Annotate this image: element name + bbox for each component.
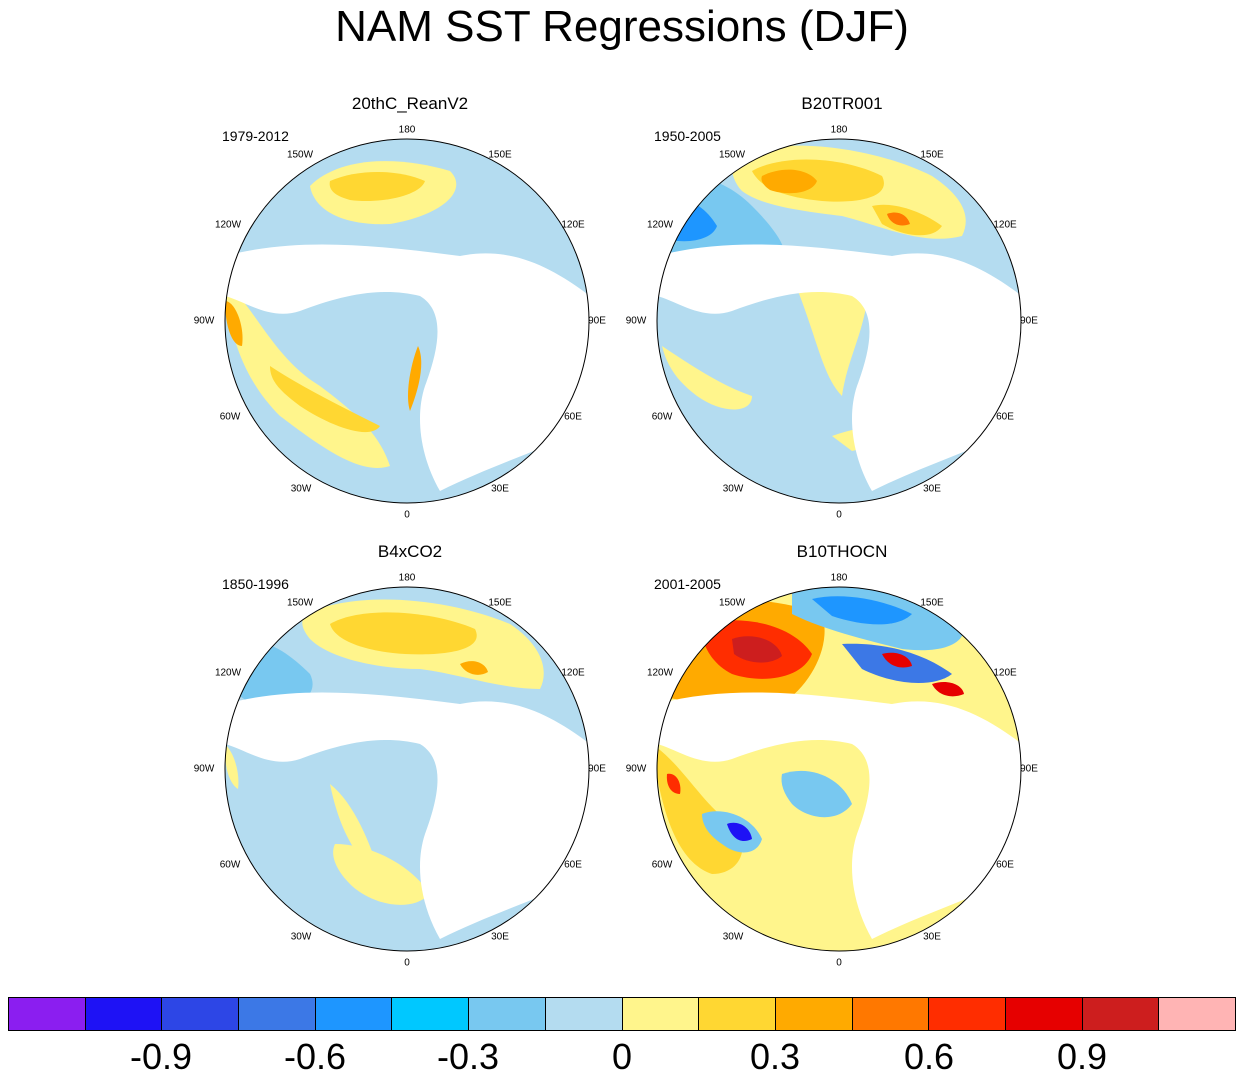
colorbar-box (1082, 998, 1160, 1030)
colorbar-box (162, 998, 240, 1030)
lon-label: 120E (561, 667, 585, 679)
lon-label: 60E (564, 411, 582, 423)
lon-label: 150W (718, 149, 746, 161)
colorbar-box (622, 998, 700, 1030)
lon-label: 0 (404, 957, 410, 969)
panel-title: 20thC_ReanV2 (351, 94, 469, 113)
lon-label: 90E (588, 315, 606, 327)
colorbar-box (239, 998, 316, 1030)
colorbar-label: 0.9 (1056, 1036, 1108, 1077)
colorbar-box (1159, 998, 1235, 1030)
lon-label: 0 (836, 509, 842, 521)
lon-label: 60W (651, 859, 673, 871)
lon-label: 120E (993, 219, 1017, 231)
lon-label: 150W (286, 597, 314, 609)
colorbar-label: 0.3 (749, 1036, 801, 1077)
lon-label: 120E (561, 219, 585, 231)
colorbar-box (392, 998, 470, 1030)
lon-label: 120W (214, 667, 242, 679)
figure-title: NAM SST Regressions (DJF) (335, 2, 909, 51)
lon-label: 150E (488, 149, 512, 161)
lon-label: 120E (993, 667, 1017, 679)
colorbar-box (469, 998, 546, 1030)
lon-label: 180 (830, 124, 848, 136)
lon-label: 150E (920, 597, 944, 609)
lon-label: 30W (722, 483, 744, 495)
lon-label: 180 (830, 572, 848, 584)
colorbar-label: 0.6 (903, 1036, 955, 1077)
map-panel-b20tr001: B20TR001 1950-2005 180 150E 120E 90E 60E… (626, 94, 1042, 521)
colorbar-box (315, 998, 393, 1030)
lon-label: 90E (1020, 315, 1038, 327)
panel-period: 1950-2005 (654, 128, 721, 144)
polar-map (656, 586, 1022, 952)
lon-label: 30W (722, 931, 744, 943)
lon-label: 90E (1020, 763, 1038, 775)
lon-label: 60E (564, 859, 582, 871)
colorbar-box (85, 998, 163, 1030)
colorbar-box (699, 998, 776, 1030)
panel-period: 1850-1996 (222, 576, 289, 592)
colorbar-box (9, 998, 86, 1030)
colorbar-box (545, 998, 623, 1030)
panel-title: B20TR001 (801, 94, 883, 113)
lon-label: 180 (398, 124, 416, 136)
lon-label: 180 (398, 572, 416, 584)
colorbar-box (852, 998, 930, 1030)
lon-label: 30E (491, 483, 509, 495)
colorbar-label: -0.3 (436, 1036, 500, 1077)
lon-label: 30E (491, 931, 509, 943)
map-panel-b4xco2: B4xCO2 1850-1996 180 150E 120E 90E 60E 3… (194, 542, 610, 969)
colorbar-label: 0 (611, 1036, 633, 1077)
lon-label: 150E (488, 597, 512, 609)
lon-label: 90W (193, 763, 215, 775)
lon-label: 150E (920, 149, 944, 161)
polar-map (224, 138, 590, 504)
lon-label: 90E (588, 763, 606, 775)
lon-label: 60W (651, 411, 673, 423)
colorbar-box (1005, 998, 1083, 1030)
lon-label: 90W (193, 315, 215, 327)
polar-map (224, 586, 590, 952)
lon-label: 150W (286, 149, 314, 161)
lon-label: 0 (836, 957, 842, 969)
lon-label: 120W (214, 219, 242, 231)
lon-label: 60W (219, 411, 241, 423)
lon-label: 30E (923, 483, 941, 495)
lon-label: 30W (290, 483, 312, 495)
colorbar-box (929, 998, 1006, 1030)
lon-label: 60W (219, 859, 241, 871)
colorbar-label: -0.9 (129, 1036, 193, 1077)
lon-label: 60E (996, 411, 1014, 423)
panel-title: B10THOCN (796, 542, 888, 561)
lon-label: 120W (646, 219, 674, 231)
lon-label: 90W (625, 763, 647, 775)
colorbar-label: -0.6 (283, 1036, 347, 1077)
lon-label: 120W (646, 667, 674, 679)
lon-label: 30E (923, 931, 941, 943)
map-panel-b10thocn: B10THOCN 2001-2005 180 150E 120E 90E 60E… (626, 542, 1042, 969)
panel-title: B4xCO2 (377, 542, 443, 561)
panel-period: 1979-2012 (222, 128, 289, 144)
panel-period: 2001-2005 (654, 576, 721, 592)
polar-map (656, 138, 1022, 504)
lon-label: 0 (404, 509, 410, 521)
lon-label: 60E (996, 859, 1014, 871)
colorbar-box (775, 998, 853, 1030)
lon-label: 90W (625, 315, 647, 327)
colorbar (8, 997, 1236, 1031)
lon-label: 150W (718, 597, 746, 609)
map-panel-20thc-reanv2: 20thC_ReanV2 1979-2012 180 150E 120E 90E… (194, 94, 610, 521)
lon-label: 30W (290, 931, 312, 943)
